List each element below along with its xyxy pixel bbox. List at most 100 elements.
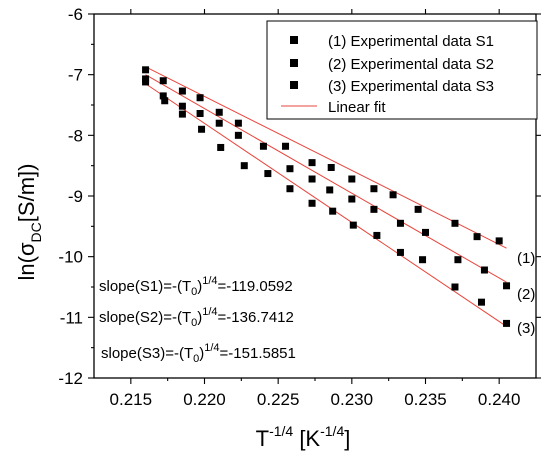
data-point-s1-11 xyxy=(389,191,397,199)
slope-s3-lead: slope(S3)=-(T xyxy=(101,345,193,362)
fit-line-s1 xyxy=(145,66,507,249)
data-point-s3-12 xyxy=(396,248,404,256)
slope-s2-close: ) xyxy=(197,309,202,326)
series-label-s2: (2) xyxy=(517,286,535,303)
data-point-s1-5 xyxy=(234,119,242,127)
data-point-s1-3 xyxy=(196,94,204,102)
slope-s3-sub: 0 xyxy=(193,353,199,365)
legend-label-s2: (2) Experimental data S2 xyxy=(328,56,494,73)
fit-line-s3 xyxy=(145,83,507,327)
slope-s3-close: ) xyxy=(199,345,204,362)
data-point-s2-16 xyxy=(503,282,511,290)
data-point-s3-13 xyxy=(419,256,427,264)
legend-label-s3: (3) Experimental data S3 xyxy=(328,78,494,95)
data-point-s2-11 xyxy=(370,205,378,213)
fit-line-s2 xyxy=(145,74,507,283)
data-point-s3-0 xyxy=(142,78,150,86)
data-point-s3-6 xyxy=(264,170,272,178)
x-title-unit-close: ] xyxy=(344,426,350,451)
data-point-s2-4 xyxy=(215,119,223,127)
x-tick-label-3: 0.230 xyxy=(331,390,374,409)
data-point-s1-2 xyxy=(178,87,186,95)
data-point-s2-10 xyxy=(348,195,356,203)
data-point-s1-10 xyxy=(370,185,378,193)
data-point-s3-10 xyxy=(349,221,357,229)
data-point-s3-11 xyxy=(373,231,381,239)
data-point-s1-12 xyxy=(414,205,422,213)
data-point-s2-14 xyxy=(454,256,462,264)
slope-annotation-s3: slope(S3)=-(T0)1/4=-151.5851 xyxy=(101,342,296,365)
legend-marker-s1 xyxy=(290,36,298,44)
x-tick-label-2: 0.225 xyxy=(257,390,300,409)
y-tick-label-0: -6 xyxy=(68,5,83,24)
data-point-s1-15 xyxy=(495,237,503,245)
data-point-s2-2 xyxy=(178,102,186,110)
slope-s1-close: ) xyxy=(197,278,202,295)
data-point-s1-6 xyxy=(282,142,290,150)
y-title-suffix: [S/m]) xyxy=(14,164,39,223)
data-point-s2-12 xyxy=(396,219,404,227)
y-tick-label-2: -8 xyxy=(68,126,83,145)
slope-s2-tail: =-136.7412 xyxy=(218,309,294,326)
y-tick-label-4: -10 xyxy=(58,248,83,267)
legend-marker-s3 xyxy=(290,81,298,89)
data-point-s1-8 xyxy=(327,163,335,171)
data-point-s2-5 xyxy=(234,131,242,139)
y-axis-title: ln(σDC[S/m]) xyxy=(14,164,44,281)
data-point-s3-9 xyxy=(329,207,337,215)
x-axis-ticks: 0.215 0.220 0.225 0.230 0.235 0.240 xyxy=(110,9,520,409)
data-point-s1-4 xyxy=(215,108,223,116)
legend: (1) Experimental data S1 (2) Experimenta… xyxy=(266,20,538,120)
x-title-unit-sup: -1/4 xyxy=(320,423,344,439)
slope-s3-tail: =-151.5851 xyxy=(220,345,296,362)
data-point-s1-1 xyxy=(159,77,167,85)
data-point-s2-13 xyxy=(422,228,429,236)
y-tick-label-3: -9 xyxy=(68,187,83,206)
y-tick-label-6: -12 xyxy=(58,369,83,388)
slope-s1-lead: slope(S1)=-(T xyxy=(99,278,191,295)
data-point-s3-5 xyxy=(240,162,248,170)
data-point-s1-13 xyxy=(451,219,459,227)
x-title-unit-open: [K xyxy=(293,426,320,451)
data-point-s2-1 xyxy=(159,92,167,100)
series-label-s1: (1) xyxy=(517,250,535,267)
data-point-s1-0 xyxy=(142,66,150,74)
data-point-s2-6 xyxy=(259,142,267,150)
data-point-s2-9 xyxy=(326,186,334,194)
x-tick-label-0: 0.215 xyxy=(110,390,153,409)
data-point-s3-1 xyxy=(161,97,169,105)
data-point-s2-7 xyxy=(286,165,294,173)
y-tick-label-1: -7 xyxy=(68,66,83,85)
data-markers xyxy=(142,66,511,327)
data-point-s1-14 xyxy=(473,233,481,241)
x-axis-title: T-1/4 [K-1/4] xyxy=(256,423,351,451)
data-point-s3-7 xyxy=(286,185,294,193)
data-point-s1-9 xyxy=(348,175,356,183)
slope-s1-sub: 0 xyxy=(191,286,197,298)
slope-annotation-s1: slope(S1)=-(T0)1/4=-119.0592 xyxy=(99,275,293,298)
series-label-s3: (3) xyxy=(517,320,535,337)
legend-label-s1: (1) Experimental data S1 xyxy=(328,33,494,50)
slope-s1-tail: =-119.0592 xyxy=(218,278,293,295)
data-point-s2-8 xyxy=(308,175,316,183)
data-point-s3-3 xyxy=(198,125,206,133)
slope-s2-sub: 0 xyxy=(191,317,197,329)
data-point-s3-15 xyxy=(477,298,485,306)
y-tick-label-5: -11 xyxy=(60,308,83,327)
legend-label-fit: Linear fit xyxy=(328,99,386,116)
data-point-s2-3 xyxy=(196,109,204,117)
x-title-sup: -1/4 xyxy=(269,423,293,439)
legend-marker-s2 xyxy=(290,59,298,67)
y-title-sub: DC xyxy=(28,222,44,242)
data-point-s3-14 xyxy=(451,283,459,291)
slope-s1-sup: 1/4 xyxy=(202,275,217,287)
y-axis-ticks: -6 -7 -8 -9 -10 -11 -12 xyxy=(58,5,541,388)
x-tick-label-4: 0.235 xyxy=(404,390,447,409)
data-point-s3-2 xyxy=(178,110,186,118)
y-title-prefix: ln(σ xyxy=(14,242,39,280)
data-point-s3-8 xyxy=(308,199,316,207)
slope-s2-lead: slope(S2)=-(T xyxy=(99,309,191,326)
data-point-s3-16 xyxy=(503,319,511,327)
x-tick-label-1: 0.220 xyxy=(183,390,226,409)
